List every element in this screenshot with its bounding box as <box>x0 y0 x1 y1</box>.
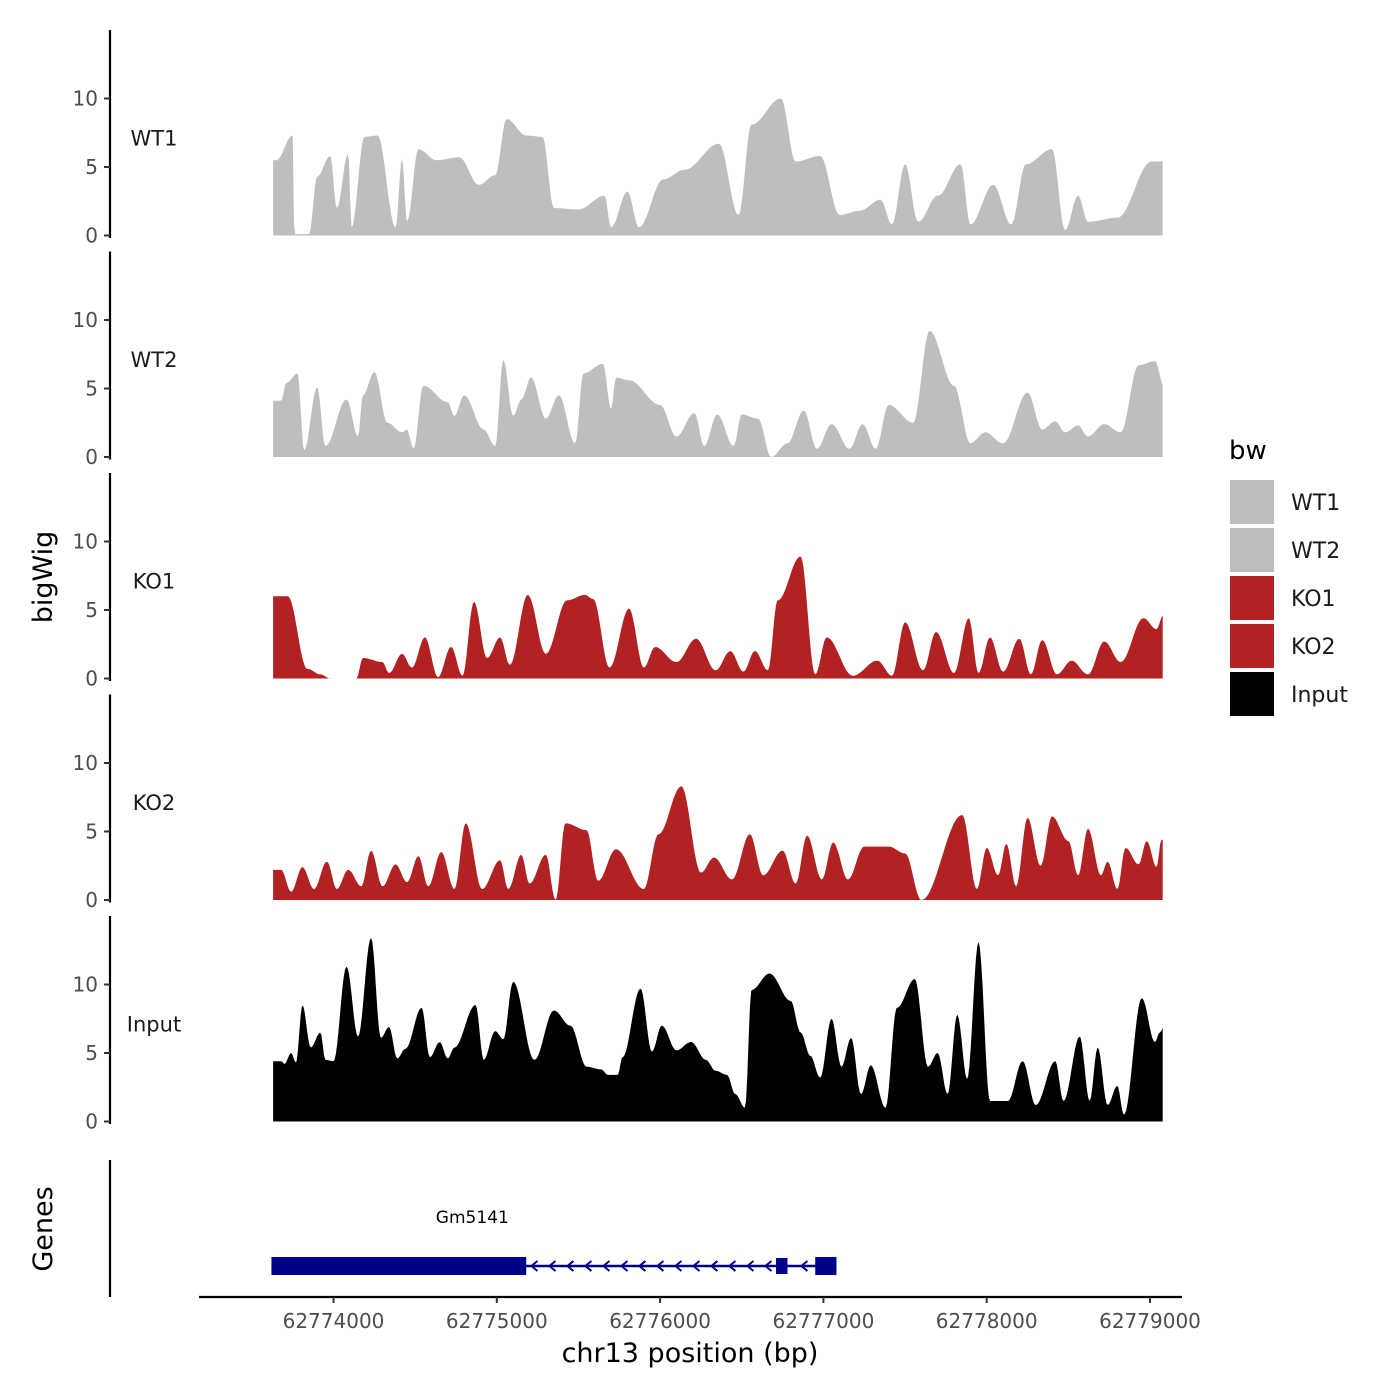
y-tick-label: 10 <box>73 530 98 554</box>
track-label: Input <box>127 1013 181 1037</box>
legend-swatch <box>1230 672 1274 716</box>
legend-item-wt2: WT2 <box>1230 528 1340 572</box>
signal-area-ko1 <box>273 556 1163 679</box>
strand-arrow <box>583 1260 593 1272</box>
exon-3 <box>815 1257 837 1275</box>
genes-axis-title: Genes <box>28 1186 59 1271</box>
track-wt1: 0 5 10 WT1 <box>73 30 1163 248</box>
strand-arrow <box>763 1260 773 1272</box>
x-tick-label: 62777000 <box>773 1309 875 1333</box>
legend-title: bw <box>1229 436 1267 466</box>
strand-arrow <box>709 1260 719 1272</box>
y-tick-label: 0 <box>85 445 98 469</box>
legend-item-ko2: KO2 <box>1230 624 1336 668</box>
y-tick-label: 10 <box>73 751 98 775</box>
strand-arrow <box>673 1260 683 1272</box>
strand-arrow <box>637 1260 647 1272</box>
y-tick-label: 5 <box>85 598 98 622</box>
signal-tracks: 0 5 10 WT1 0 5 10 WT2 0 5 10 KO1 0 5 10 KO2 0 5 10 Input <box>73 30 1163 1134</box>
y-tick-label: 0 <box>85 888 98 912</box>
gene-track: Gm5141 <box>108 1160 837 1297</box>
track-label: WT2 <box>131 348 178 372</box>
exon-1 <box>271 1257 527 1275</box>
strand-arrow <box>691 1260 701 1272</box>
x-tick-label: 62776000 <box>609 1309 711 1333</box>
strand-arrow <box>601 1260 611 1272</box>
strand-arrow <box>727 1260 737 1272</box>
legend: bw WT1 WT2 KO1 KO2 Input <box>1229 436 1348 716</box>
signal-area-ko2 <box>273 786 1163 900</box>
y-tick-label: 0 <box>85 224 98 248</box>
strand-arrow <box>655 1260 665 1272</box>
y-axis-title: bigWig <box>28 531 59 624</box>
y-tick-label: 5 <box>85 377 98 401</box>
strand-arrow <box>565 1260 575 1272</box>
legend-swatch <box>1230 624 1274 668</box>
strand-arrow <box>745 1260 755 1272</box>
legend-swatch <box>1230 576 1274 620</box>
y-tick-label: 5 <box>85 1041 98 1065</box>
legend-label: KO2 <box>1291 635 1336 660</box>
x-axis: 62774000 62775000 62776000 62777000 62778000… <box>199 1295 1201 1333</box>
y-tick-label: 0 <box>85 667 98 691</box>
track-label: KO1 <box>133 570 176 594</box>
x-tick-label: 62774000 <box>283 1309 385 1333</box>
legend-item-ko1: KO1 <box>1230 576 1336 620</box>
y-tick-label: 10 <box>73 973 98 997</box>
legend-label: Input <box>1291 683 1348 708</box>
signal-area-wt2 <box>273 331 1163 457</box>
track-label: WT1 <box>131 127 178 151</box>
y-tick-label: 10 <box>73 87 98 111</box>
legend-label: KO1 <box>1291 587 1336 612</box>
signal-area-wt1 <box>273 98 1163 236</box>
x-axis-title: chr13 position (bp) <box>562 1338 819 1369</box>
legend-label: WT1 <box>1291 491 1340 516</box>
strand-arrow <box>619 1260 629 1272</box>
strand-arrow <box>799 1260 809 1272</box>
y-tick-label: 0 <box>85 1110 98 1134</box>
x-tick-label: 62779000 <box>1099 1309 1201 1333</box>
track-ko1: 0 5 10 KO1 <box>73 473 1163 691</box>
legend-swatch <box>1230 480 1274 524</box>
y-tick-label: 10 <box>73 308 98 332</box>
track-ko2: 0 5 10 KO2 <box>73 694 1163 912</box>
strand-arrow <box>529 1260 539 1272</box>
legend-swatch <box>1230 528 1274 572</box>
signal-area-input <box>273 937 1163 1122</box>
x-tick-label: 62778000 <box>936 1309 1038 1333</box>
legend-item-input: Input <box>1230 672 1348 716</box>
gene-name-label: Gm5141 <box>436 1208 509 1228</box>
y-tick-label: 5 <box>85 155 98 179</box>
legend-label: WT2 <box>1291 539 1340 564</box>
track-wt2: 0 5 10 WT2 <box>73 251 1163 469</box>
x-tick-label: 62775000 <box>446 1309 548 1333</box>
track-label: KO2 <box>133 791 176 815</box>
track-input: 0 5 10 Input <box>73 916 1163 1134</box>
y-tick-label: 5 <box>85 820 98 844</box>
exon-2 <box>776 1258 788 1274</box>
strand-arrow <box>547 1260 557 1272</box>
legend-items: WT1 WT2 KO1 KO2 Input <box>1230 480 1348 716</box>
legend-item-wt1: WT1 <box>1230 480 1340 524</box>
